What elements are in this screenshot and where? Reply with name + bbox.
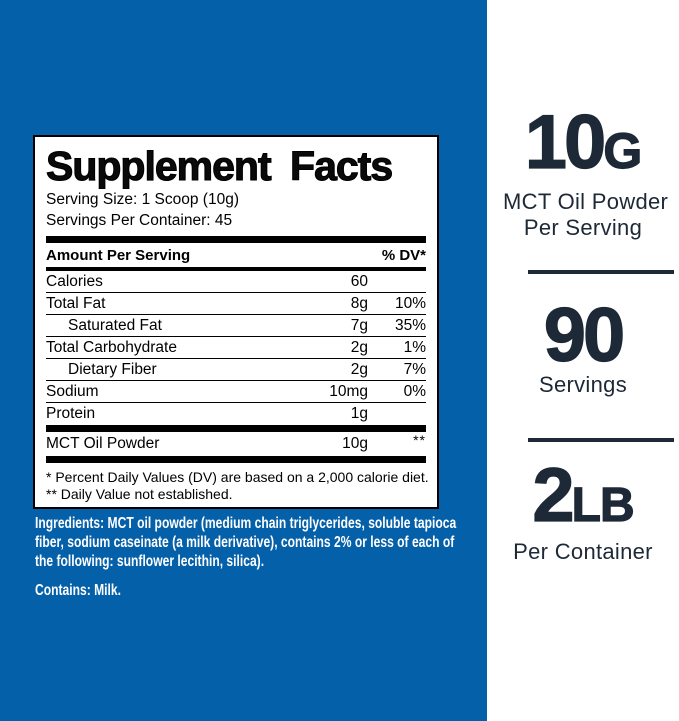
nutrient-row-dietary-fiber: Dietary Fiber 2g 7%: [46, 359, 426, 381]
facts-title: Supplement Facts: [45, 143, 393, 189]
nutrient-row-total-fat: Total Fat 8g 10%: [46, 293, 426, 315]
caption-line: Per Container: [513, 539, 653, 564]
nutrient-name: Protein: [46, 405, 96, 422]
thick-divider-bar: [46, 236, 426, 243]
sidebar-divider: [528, 270, 674, 274]
nutrient-row-total-carbohydrate: Total Carbohydrate 2g 1%: [46, 337, 426, 359]
nutrient-amount: 7g: [350, 316, 368, 334]
stat-number: 10: [524, 100, 607, 185]
caption-line: MCT Oil Powder: [503, 189, 669, 214]
nutrient-amount: 8g: [350, 294, 368, 312]
table-header-row: Amount Per Serving % DV*: [46, 243, 426, 267]
nutrient-dv: 0%: [403, 382, 426, 400]
nutrient-dv: 35%: [394, 316, 426, 334]
caption-line: Per Serving: [523, 215, 643, 240]
nutrient-row-mct-oil-powder: MCT Oil Powder 10g **: [46, 432, 426, 456]
stat-servings-caption: Servings: [503, 372, 663, 398]
supplement-facts-panel: Supplement Facts Serving Size: 1 Scoop (…: [33, 135, 439, 509]
nutrient-row-saturated-fat: Saturated Fat 7g 35%: [46, 315, 426, 337]
stat-number: 90: [543, 293, 626, 378]
nutrient-name: Total Carbohydrate: [46, 338, 177, 356]
stat-servings-value: 90: [503, 297, 663, 382]
thick-divider-bar: [46, 456, 426, 463]
nutrient-name: MCT Oil Powder: [46, 435, 160, 452]
allergen-statement: Contains: Milk.: [35, 582, 121, 599]
nutrient-amount: 10g: [342, 435, 368, 452]
stat-mct-per-serving-caption: MCT Oil Powder Per Serving: [503, 189, 669, 241]
nutrient-dv: 10%: [394, 294, 426, 312]
stat-container-weight-value: 2LB: [503, 457, 663, 544]
nutrient-name: Calories: [46, 272, 103, 290]
stat-mct-per-serving-value: 10G: [503, 104, 663, 189]
nutrient-row-calories: Calories 60: [46, 271, 426, 293]
stat-unit-pounds: LB: [571, 478, 635, 532]
stat-unit-grams: G: [603, 122, 643, 179]
nutrient-amount: 2g: [350, 360, 368, 378]
nutrient-name: Sodium: [46, 382, 99, 400]
nutrient-name: Saturated Fat: [68, 316, 162, 334]
nutrient-row-protein: Protein 1g: [46, 403, 426, 425]
nutrient-name: Dietary Fiber: [68, 360, 157, 378]
nutrient-amount: 60: [350, 272, 368, 290]
ingredients-text: Ingredients: MCT oil powder (medium chai…: [35, 515, 457, 570]
servings-per-container: Servings Per Container: 45: [46, 212, 233, 229]
nutrient-amount: 1g: [350, 405, 368, 422]
stat-number: 2: [532, 453, 576, 538]
caption-line: Servings: [539, 372, 627, 397]
stats-sidebar: 10G MCT Oil Powder Per Serving 90 Servin…: [487, 0, 679, 721]
stat-container-weight-caption: Per Container: [503, 539, 663, 565]
sidebar-divider: [528, 438, 674, 442]
serving-size: Serving Size: 1 Scoop (10g): [46, 191, 239, 208]
thick-divider-bar: [46, 425, 426, 432]
nutrient-dv: 1%: [403, 338, 426, 356]
medium-divider-bar: [46, 267, 426, 271]
nutrient-row-sodium: Sodium 10mg 0%: [46, 381, 426, 403]
nutrient-amount: 2g: [350, 338, 368, 356]
footnote-not-established: ** Daily Value not established.: [46, 486, 233, 502]
nutrient-dv-asterisks: **: [413, 432, 426, 448]
amount-per-serving-header: Amount Per Serving: [46, 246, 191, 264]
ingredients-section: Ingredients: MCT oil powder (medium chai…: [35, 514, 473, 600]
nutrient-name: Total Fat: [46, 294, 106, 312]
percent-dv-header: % DV*: [381, 246, 426, 264]
nutrient-dv: 7%: [403, 360, 426, 378]
footnote-dv: * Percent Daily Values (DV) are based on…: [46, 469, 429, 485]
nutrient-amount: 10mg: [329, 382, 368, 400]
